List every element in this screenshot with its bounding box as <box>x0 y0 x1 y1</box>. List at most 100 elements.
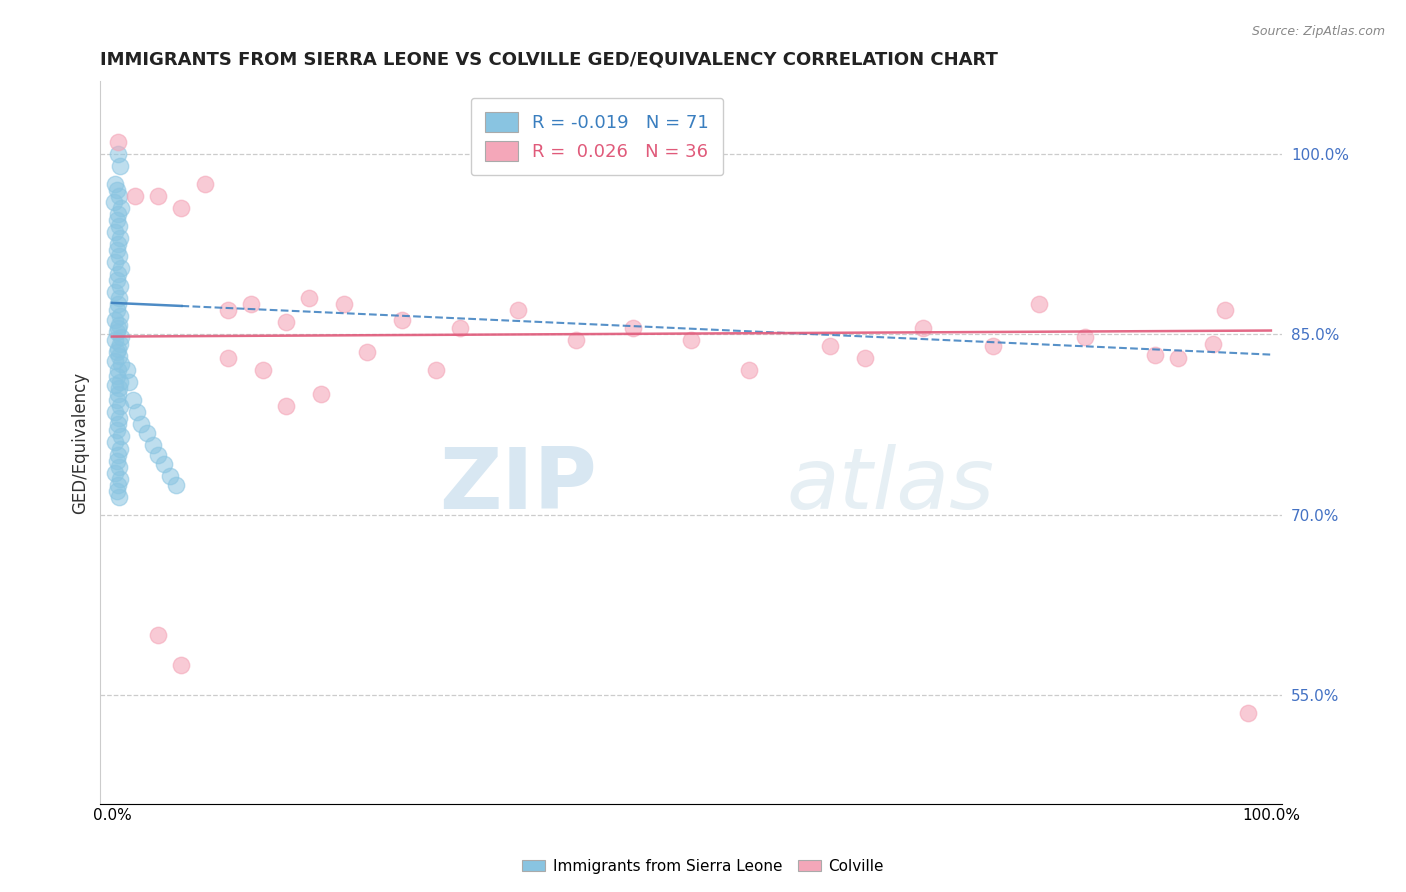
Text: atlas: atlas <box>786 444 994 527</box>
Point <box>148 628 170 642</box>
Point <box>108 219 131 233</box>
Point <box>103 194 125 209</box>
Point <box>1236 706 1258 721</box>
Point <box>105 424 128 438</box>
Point <box>153 457 176 471</box>
Point <box>148 188 170 202</box>
Point <box>623 321 645 335</box>
Point <box>108 459 131 474</box>
Point <box>104 255 127 269</box>
Point <box>170 201 193 215</box>
Point <box>105 369 128 384</box>
Point <box>332 297 354 311</box>
Point <box>108 400 131 414</box>
Point <box>104 312 127 326</box>
Point <box>141 438 163 452</box>
Point <box>110 357 132 371</box>
Point <box>107 135 129 149</box>
Point <box>107 236 129 251</box>
Point <box>110 329 132 343</box>
Point <box>108 309 131 323</box>
Text: IMMIGRANTS FROM SIERRA LEONE VS COLVILLE GED/EQUIVALENCY CORRELATION CHART: IMMIGRANTS FROM SIERRA LEONE VS COLVILLE… <box>100 51 998 69</box>
Point <box>107 448 129 462</box>
Point <box>912 321 935 335</box>
Point <box>108 381 131 395</box>
Point <box>104 177 127 191</box>
Y-axis label: GED/Equivalency: GED/Equivalency <box>72 371 89 514</box>
Legend: Immigrants from Sierra Leone, Colville: Immigrants from Sierra Leone, Colville <box>516 853 890 880</box>
Point <box>1167 351 1189 366</box>
Point <box>104 285 127 299</box>
Point <box>107 146 129 161</box>
Point <box>738 363 761 377</box>
Point <box>506 303 529 318</box>
Point <box>108 336 131 351</box>
Point <box>108 349 131 363</box>
Point <box>135 425 157 440</box>
Point <box>159 469 181 483</box>
Point <box>108 291 131 305</box>
Point <box>274 400 297 414</box>
Point <box>129 417 152 432</box>
Point <box>274 315 297 329</box>
Point <box>108 472 131 486</box>
Point <box>217 351 239 366</box>
Point <box>107 321 129 335</box>
Point <box>107 477 129 491</box>
Point <box>108 318 131 332</box>
Point <box>108 159 131 173</box>
Point <box>820 339 842 353</box>
Legend: R = -0.019   N = 71, R =  0.026   N = 36: R = -0.019 N = 71, R = 0.026 N = 36 <box>471 97 723 176</box>
Point <box>108 411 131 425</box>
Point <box>309 387 332 401</box>
Point <box>217 303 239 318</box>
Point <box>104 405 127 419</box>
Point <box>110 429 132 443</box>
Point <box>105 243 128 257</box>
Point <box>356 345 378 359</box>
Point <box>170 658 193 673</box>
Point <box>107 342 129 356</box>
Point <box>105 325 128 339</box>
Point <box>1202 336 1225 351</box>
Point <box>107 387 129 401</box>
Point <box>105 212 128 227</box>
Point <box>240 297 263 311</box>
Point <box>108 188 131 202</box>
Point <box>148 448 170 462</box>
Point <box>105 273 128 287</box>
Point <box>115 363 138 377</box>
Point <box>105 393 128 408</box>
Point <box>108 442 131 456</box>
Text: Source: ZipAtlas.com: Source: ZipAtlas.com <box>1251 25 1385 38</box>
Point <box>105 345 128 359</box>
Point <box>108 249 131 263</box>
Point <box>252 363 274 377</box>
Point <box>107 297 129 311</box>
Point <box>104 333 127 347</box>
Point <box>105 453 128 467</box>
Point <box>391 312 413 326</box>
Text: ZIP: ZIP <box>439 444 598 527</box>
Point <box>853 351 876 366</box>
Point <box>104 225 127 239</box>
Point <box>110 260 132 275</box>
Point <box>110 201 132 215</box>
Point <box>298 291 321 305</box>
Point <box>108 376 131 390</box>
Point <box>105 303 128 318</box>
Point <box>107 417 129 432</box>
Point <box>105 183 128 197</box>
Point <box>1028 297 1050 311</box>
Point <box>105 483 128 498</box>
Point <box>449 321 471 335</box>
Point <box>1143 348 1166 362</box>
Point <box>127 405 149 419</box>
Point <box>104 353 127 368</box>
Point <box>108 490 131 504</box>
Point <box>425 363 447 377</box>
Point <box>1213 303 1236 318</box>
Point <box>107 207 129 221</box>
Point <box>108 231 131 245</box>
Point <box>107 267 129 281</box>
